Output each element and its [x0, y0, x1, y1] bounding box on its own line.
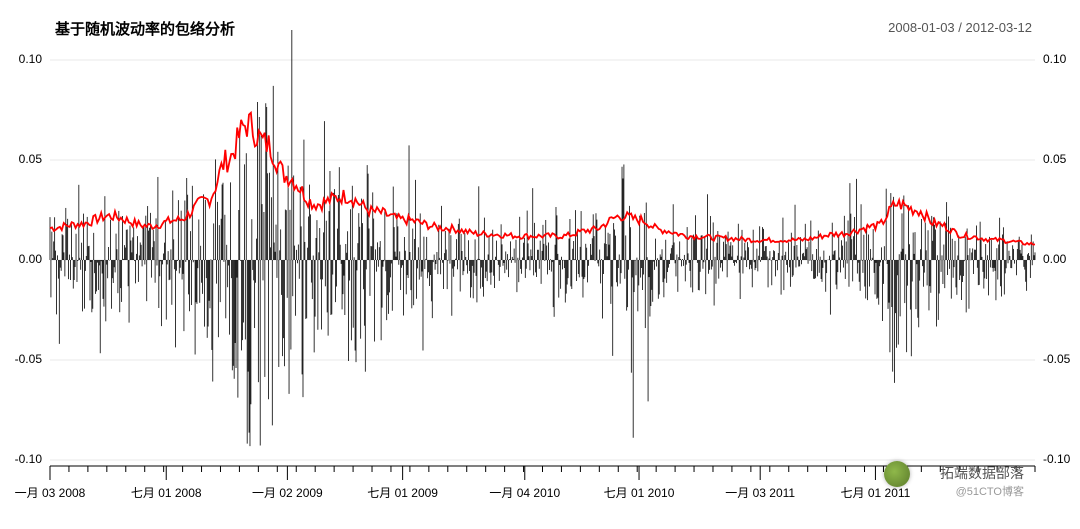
chart-container: 基于随机波动率的包络分析 2008-01-03 / 2012-03-12 -0.… — [0, 0, 1080, 529]
x-axis-label: 一月 04 2010 — [470, 484, 580, 501]
y-right-label: 0.00 — [1043, 252, 1066, 266]
watermark-sub: @51CTO博客 — [956, 483, 1024, 499]
x-axis-label: 七月 01 2008 — [111, 484, 221, 501]
x-axis-label: 一月 02 2009 — [232, 484, 342, 501]
y-left-label: -0.05 — [0, 352, 42, 366]
series-volatility — [50, 113, 1035, 245]
y-right-label: 0.10 — [1043, 52, 1066, 66]
x-axis-label: 七月 01 2009 — [348, 484, 458, 501]
x-axis-label: 七月 01 2011 — [820, 484, 930, 501]
y-right-label: 0.05 — [1043, 152, 1066, 166]
x-axis-label: 一月 03 2008 — [0, 484, 105, 501]
watermark-brand: 拓端数据部落 — [940, 463, 1024, 483]
x-axis-label: 一月 03 2011 — [705, 484, 815, 501]
chart-plot — [0, 0, 1080, 529]
x-axis-label: 七月 01 2010 — [584, 484, 694, 501]
y-left-label: -0.10 — [0, 452, 42, 466]
y-left-label: 0.10 — [0, 52, 42, 66]
y-right-label: -0.10 — [1043, 452, 1070, 466]
y-left-label: 0.05 — [0, 152, 42, 166]
watermark-icon — [884, 461, 910, 487]
y-right-label: -0.05 — [1043, 352, 1070, 366]
y-left-label: 0.00 — [0, 252, 42, 266]
